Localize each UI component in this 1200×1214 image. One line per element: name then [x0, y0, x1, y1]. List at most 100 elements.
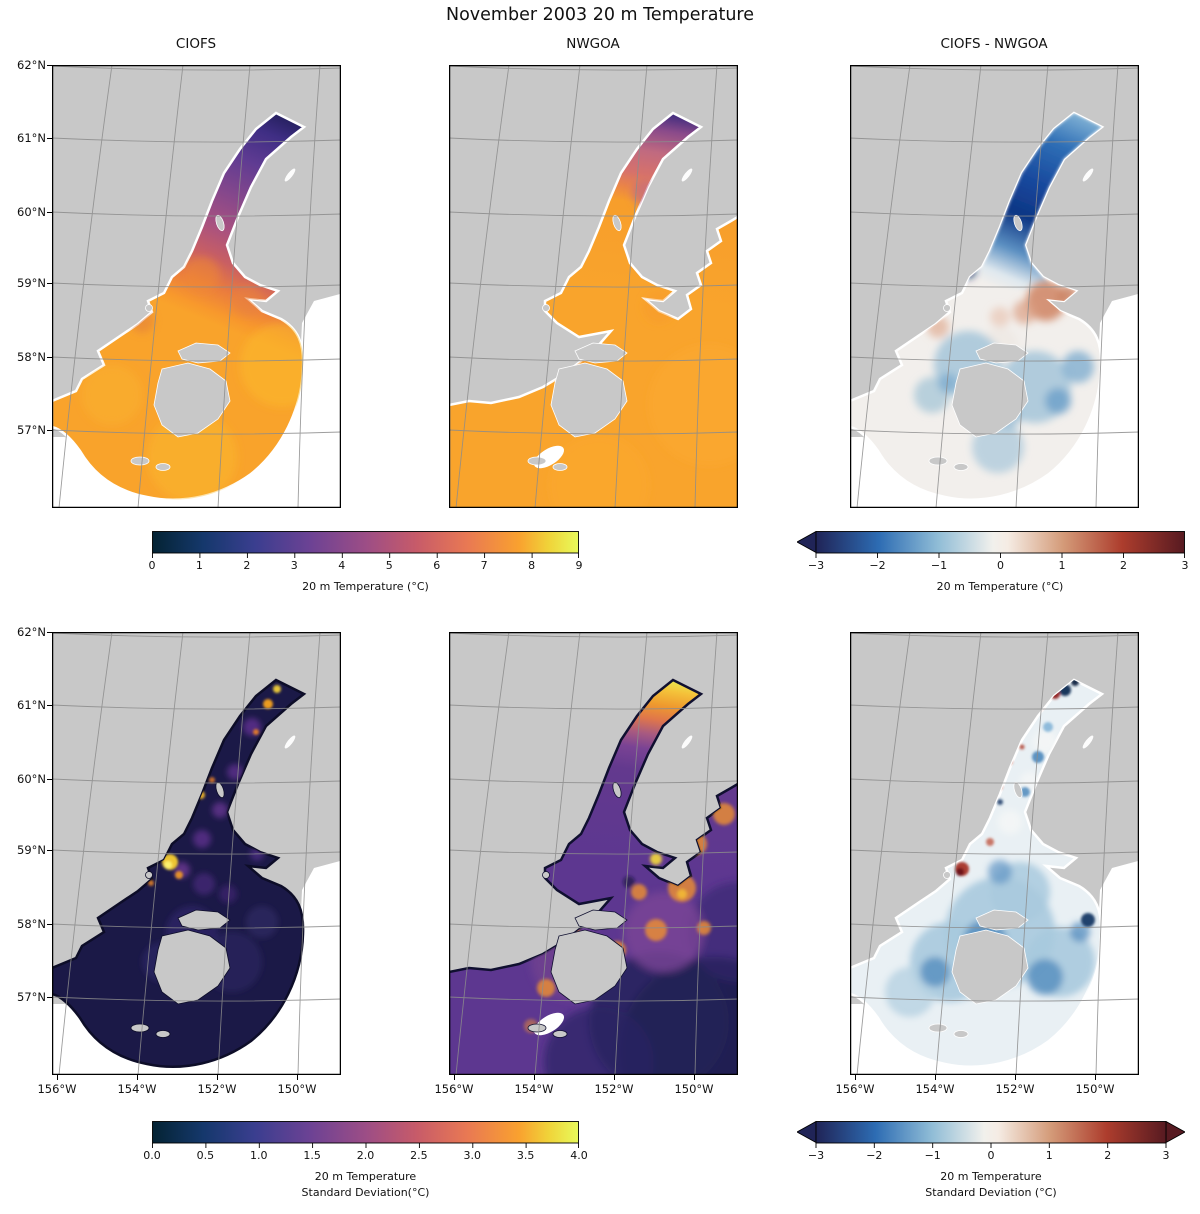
figure-title: November 2003 20 m Temperature — [446, 5, 754, 25]
axis-tick — [47, 430, 52, 431]
colorbar-tick-label: 2 — [1104, 1149, 1112, 1162]
map-nwgoa-temperature — [449, 65, 738, 508]
colorbar-tick-label: 4 — [338, 559, 346, 572]
colorbar-tick-label: 3 — [1181, 559, 1189, 572]
axis-tick — [935, 1075, 936, 1080]
panel-border — [449, 65, 738, 508]
lat-label: 62°N — [17, 625, 46, 639]
map-nwgoa-std — [449, 632, 738, 1075]
panel-border — [449, 632, 738, 1075]
colorbar-tick-label: −1 — [930, 559, 948, 572]
lon-label: 150°W — [277, 1082, 317, 1096]
colorbar-tick-label: 0.0 — [143, 1149, 161, 1162]
lat-label: 58°N — [17, 350, 46, 364]
colorbar-tick-label: −2 — [869, 559, 886, 572]
colorbar-tick-label: 1.0 — [250, 1149, 268, 1162]
colorbar-tick-label: 1 — [1045, 1149, 1053, 1162]
glacier-mark — [681, 735, 693, 749]
colorbar-temperature — [152, 531, 579, 558]
panel-title-ciofs: CIOFS — [175, 36, 217, 52]
axis-tick — [47, 850, 52, 851]
axis-tick — [47, 138, 52, 139]
graticule — [449, 65, 738, 508]
axis-tick — [47, 924, 52, 925]
axis-tick — [534, 1075, 535, 1080]
colorbar-std-difference — [797, 1121, 1185, 1148]
panel-title-ciofs-nwgoa: CIOFS - NWGOA — [940, 36, 1048, 52]
axis-tick — [47, 212, 52, 213]
colorbar-std — [152, 1121, 579, 1148]
colorbar-tick-label: 9 — [575, 559, 583, 572]
lon-label: 156°W — [434, 1082, 474, 1096]
panel-border — [52, 632, 341, 1075]
colorbar-tick-label: 3 — [1162, 1149, 1170, 1162]
colorbar-tick-label: 0 — [987, 1149, 995, 1162]
graticule — [850, 65, 1139, 508]
colorbar-label: 20 m Temperature (°C) — [936, 580, 1064, 593]
colorbar-tick-label: −3 — [807, 559, 825, 572]
graticule — [52, 632, 341, 1075]
axis-tick — [47, 65, 52, 66]
colorbar-ticks — [815, 553, 1185, 558]
panel-title-nwgoa: NWGOA — [566, 36, 620, 52]
colorbar-tick-label: 1 — [1058, 559, 1066, 572]
temperature-texture — [82, 257, 304, 500]
colorbar-tick-label: 1 — [195, 559, 203, 572]
axis-tick — [614, 1075, 615, 1080]
lon-label: 150°W — [1075, 1082, 1115, 1096]
lat-label: 62°N — [17, 58, 46, 72]
lat-label: 61°N — [17, 131, 46, 145]
colorbar-tick-label: 3.5 — [516, 1149, 535, 1162]
graticule — [52, 65, 341, 508]
colorbar-tick-label: −2 — [866, 1149, 883, 1162]
colorbar-tick-label: −3 — [807, 1149, 825, 1162]
lon-label: 156°W — [835, 1082, 875, 1096]
colorbar-tick-label: 2.5 — [410, 1149, 428, 1162]
panel-border — [850, 632, 1139, 1075]
lat-label: 59°N — [17, 276, 46, 290]
colorbar-label-line2: Standard Deviation (°C) — [925, 1186, 1057, 1199]
islands — [928, 781, 1029, 1038]
colorbar-ticks — [152, 1143, 579, 1148]
lon-label: 154°W — [514, 1082, 554, 1096]
colorbar-tick-label: 2 — [1120, 559, 1127, 572]
islands — [130, 781, 231, 1038]
islands — [527, 214, 628, 471]
colorbar-tick-label: 7 — [480, 559, 488, 572]
axis-tick — [1015, 1075, 1016, 1080]
colorbar-tick-label: 2.0 — [356, 1149, 375, 1162]
axis-tick — [47, 705, 52, 706]
colorbar-tick-label: 0.5 — [196, 1149, 215, 1162]
lat-label: 57°N — [17, 990, 46, 1004]
axis-tick — [217, 1075, 218, 1080]
glacier-mark — [681, 168, 693, 182]
axis-tick — [47, 779, 52, 780]
axis-tick — [47, 357, 52, 358]
axis-tick — [1095, 1075, 1096, 1080]
extend-max-arrow — [1165, 1121, 1185, 1144]
glacier-mark — [284, 735, 296, 749]
axis-tick — [855, 1075, 856, 1080]
graticule — [850, 632, 1139, 1075]
axis-tick — [47, 632, 52, 633]
colorbar-ticks — [815, 1143, 1167, 1148]
lat-label: 57°N — [17, 423, 46, 437]
colorbar-label-line1: 20 m Temperature — [314, 1170, 417, 1183]
lon-label: 154°W — [915, 1082, 955, 1096]
lat-label: 58°N — [17, 917, 46, 931]
islands — [130, 214, 231, 471]
lon-label: 152°W — [197, 1082, 237, 1096]
extend-min-arrow — [797, 1121, 817, 1144]
islands — [527, 781, 628, 1038]
colorbar-tick-label: 3.0 — [463, 1149, 482, 1162]
map-ciofs-std — [52, 632, 341, 1075]
axis-tick — [137, 1075, 138, 1080]
lon-label: 154°W — [117, 1082, 157, 1096]
map-std-difference — [850, 632, 1139, 1075]
glacier-mark — [1082, 168, 1094, 182]
panel-border — [850, 65, 1139, 508]
axis-tick — [57, 1075, 58, 1080]
axis-tick — [47, 283, 52, 284]
lon-label: 156°W — [37, 1082, 77, 1096]
